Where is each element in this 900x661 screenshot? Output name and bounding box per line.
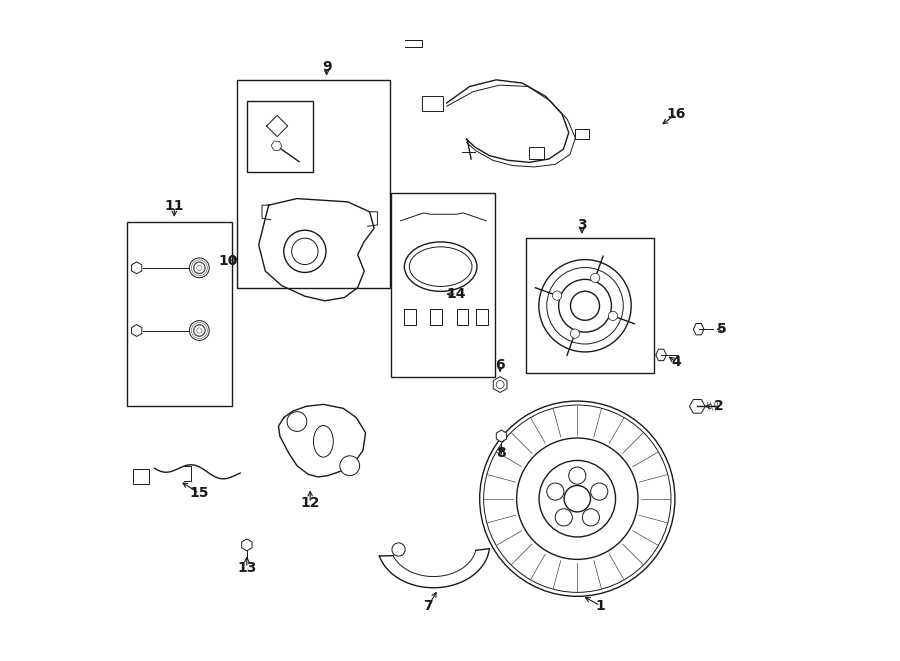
Polygon shape: [656, 349, 666, 361]
Circle shape: [590, 273, 599, 282]
Polygon shape: [496, 430, 507, 442]
Bar: [421, 97, 443, 111]
Polygon shape: [689, 399, 706, 413]
Text: 4: 4: [671, 355, 681, 369]
Circle shape: [392, 543, 405, 556]
Circle shape: [571, 292, 599, 321]
Circle shape: [608, 311, 617, 321]
Circle shape: [539, 461, 616, 537]
Polygon shape: [131, 325, 142, 336]
Ellipse shape: [404, 242, 477, 292]
Circle shape: [517, 438, 638, 559]
Polygon shape: [278, 405, 365, 477]
Text: 15: 15: [190, 486, 209, 500]
Polygon shape: [493, 377, 507, 393]
Bar: [456, 309, 469, 325]
Ellipse shape: [313, 426, 333, 457]
Polygon shape: [693, 323, 704, 335]
Circle shape: [553, 291, 562, 300]
Bar: [526, 238, 654, 373]
Circle shape: [284, 230, 326, 272]
Bar: [404, 309, 416, 325]
Bar: [575, 129, 589, 139]
Circle shape: [569, 467, 586, 485]
Text: 3: 3: [577, 218, 587, 232]
Polygon shape: [131, 262, 142, 274]
Circle shape: [564, 486, 590, 512]
Circle shape: [480, 401, 675, 596]
Circle shape: [340, 456, 360, 476]
Polygon shape: [271, 141, 282, 151]
Text: 1: 1: [596, 599, 606, 613]
Text: 14: 14: [446, 288, 466, 301]
Bar: [133, 469, 149, 484]
Text: 9: 9: [322, 59, 331, 73]
Text: 8: 8: [497, 446, 507, 459]
Bar: [476, 309, 489, 325]
Bar: [391, 193, 495, 377]
Circle shape: [590, 483, 608, 500]
Circle shape: [555, 509, 572, 526]
Text: 12: 12: [301, 496, 320, 510]
Circle shape: [547, 483, 564, 500]
Circle shape: [287, 412, 307, 432]
Circle shape: [582, 509, 599, 526]
Text: 13: 13: [238, 561, 256, 575]
Bar: [237, 80, 390, 288]
Text: 10: 10: [218, 254, 238, 268]
Text: 16: 16: [667, 107, 686, 121]
Bar: [529, 147, 544, 159]
Polygon shape: [242, 539, 252, 551]
Circle shape: [539, 260, 631, 352]
Circle shape: [190, 321, 209, 340]
Text: 11: 11: [165, 200, 184, 214]
Text: 6: 6: [495, 358, 505, 371]
Text: 7: 7: [423, 600, 433, 613]
Text: 5: 5: [717, 322, 726, 336]
Bar: [247, 101, 313, 173]
Circle shape: [559, 280, 611, 332]
Circle shape: [190, 258, 209, 278]
Text: 2: 2: [715, 399, 724, 413]
Circle shape: [571, 329, 580, 338]
Bar: [430, 309, 442, 325]
Bar: [127, 221, 232, 407]
